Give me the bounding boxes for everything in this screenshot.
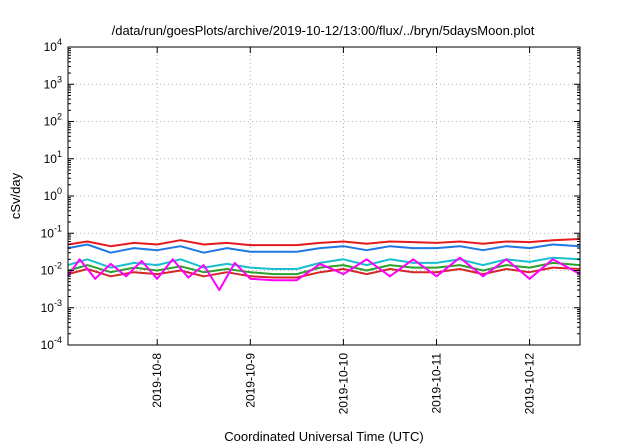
y-ticks: 10-4 10-3 10-2 10-1 100 101 102 103 104 bbox=[41, 37, 580, 352]
series-group bbox=[67, 238, 581, 291]
y-axis-label: cSv/day bbox=[8, 172, 23, 219]
grid bbox=[68, 47, 580, 345]
series-line-2 bbox=[67, 243, 581, 254]
chart-title: /data/run/goesPlots/archive/2019-10-12/1… bbox=[112, 23, 535, 38]
series-line-1 bbox=[67, 238, 581, 248]
series-line-6 bbox=[67, 256, 581, 291]
y-tick-label: 103 bbox=[44, 74, 62, 91]
y-tick-label: 10-3 bbox=[41, 298, 62, 315]
y-tick-label: 100 bbox=[44, 186, 62, 203]
y-tick-label: 101 bbox=[44, 149, 62, 166]
x-ticks: 2019-10-8 2019-10-9 2019-10-10 2019-10-11 20… bbox=[150, 47, 537, 415]
x-tick-label: 2019-10-8 bbox=[150, 353, 164, 408]
x-axis-label: Coordinated Universal Time (UTC) bbox=[224, 429, 423, 444]
x-tick-label: 2019-10-12 bbox=[523, 353, 537, 415]
y-tick-label: 104 bbox=[44, 37, 62, 54]
y-tick-label: 10-4 bbox=[41, 335, 62, 352]
y-tick-label: 10-1 bbox=[41, 223, 62, 240]
series-line-5 bbox=[67, 266, 581, 279]
series-line-3 bbox=[67, 256, 581, 270]
y-tick-label: 10-2 bbox=[41, 261, 62, 278]
x-tick-label: 2019-10-10 bbox=[336, 353, 350, 415]
x-tick-label: 2019-10-9 bbox=[243, 353, 257, 408]
x-tick-label: 2019-10-11 bbox=[429, 353, 443, 414]
y-tick-label: 102 bbox=[44, 112, 62, 129]
